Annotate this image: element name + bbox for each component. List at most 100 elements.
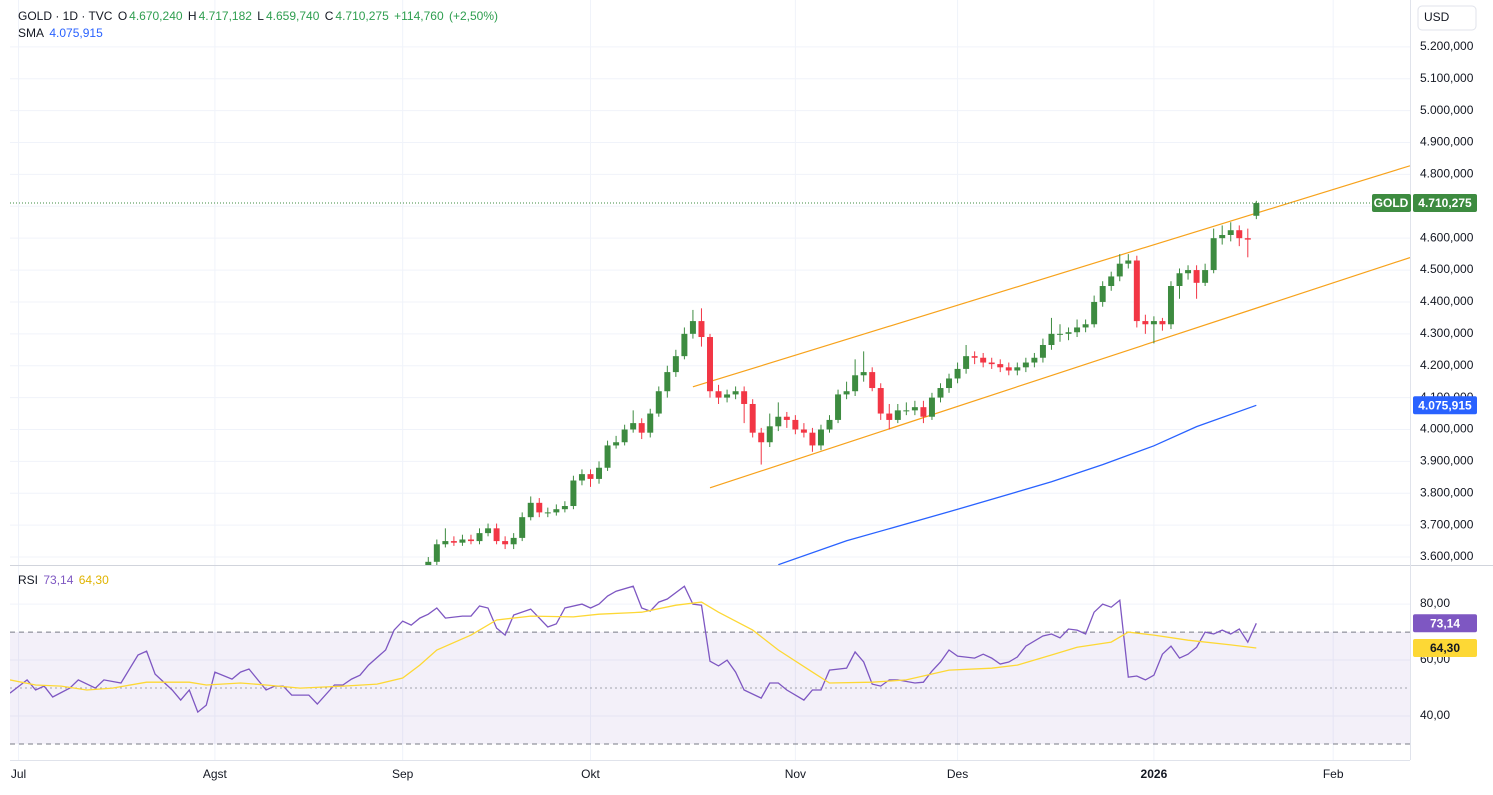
currency: USD <box>1424 10 1450 24</box>
x-tick-label: Nov <box>785 767 806 781</box>
sma-value: 4.075,915 <box>49 26 103 40</box>
y-tick-label: 80,00 <box>1420 596 1450 610</box>
candle-body <box>783 416 790 420</box>
candle-body <box>1039 344 1046 358</box>
y-tick-label: 4.800,000 <box>1420 167 1474 181</box>
candle-body <box>749 403 756 433</box>
candle-body <box>792 419 799 430</box>
candle-body <box>485 528 492 534</box>
candle-body <box>963 356 970 369</box>
candle-body <box>954 368 961 379</box>
series-line <box>778 404 1257 565</box>
candle-body <box>536 502 543 513</box>
candle-body <box>724 394 731 398</box>
price-tag-label: 4.710,275 <box>1418 196 1472 210</box>
candle-body <box>433 544 440 562</box>
candle-body <box>843 391 850 395</box>
ohlc-value: 4.710,275 <box>335 9 389 23</box>
price-tag <box>1413 614 1477 633</box>
x-tick-label: Sep <box>392 767 414 781</box>
candle-body <box>860 372 867 376</box>
candle-body <box>681 333 688 357</box>
candle-body <box>689 321 696 334</box>
candle-body <box>707 337 713 392</box>
series-line <box>10 585 1257 714</box>
candle-body <box>852 375 859 392</box>
candle-body <box>502 541 509 545</box>
candle-body <box>655 391 662 414</box>
rsi-ma-value: 64,30 <box>78 573 109 587</box>
candle-body <box>1236 230 1243 239</box>
candle-body <box>1193 270 1200 283</box>
candle-body <box>510 537 517 545</box>
candle-body <box>741 391 748 404</box>
candle-body <box>1057 333 1063 335</box>
candle-body <box>1031 357 1038 363</box>
candle-body <box>442 541 449 545</box>
x-tick-label: 2026 <box>1141 767 1168 781</box>
rsi-value: 73,14 <box>43 573 74 587</box>
candle-body <box>732 391 739 395</box>
candle-body <box>570 480 577 507</box>
y-tick-label: 4.300,000 <box>1420 326 1474 340</box>
candle-body <box>980 357 987 363</box>
candle-body <box>1108 276 1115 287</box>
candle-body <box>800 429 807 433</box>
candle-body <box>1074 327 1081 333</box>
candle-body <box>1133 260 1140 322</box>
price-tag <box>1413 194 1477 213</box>
candle-body <box>596 467 603 479</box>
currency-button[interactable] <box>1417 5 1477 31</box>
price-tag <box>1413 639 1477 658</box>
candle-body <box>886 413 893 420</box>
y-tick-label: 3.800,000 <box>1420 485 1474 499</box>
candle-body <box>817 429 824 446</box>
y-tick-label: 4.200,000 <box>1420 358 1474 372</box>
y-tick-label: 3.900,000 <box>1420 454 1474 468</box>
candle-body <box>835 394 842 420</box>
candle-body <box>988 362 995 365</box>
x-tick-label: Agst <box>203 767 228 781</box>
ohlc-letter: H <box>187 9 197 23</box>
candle-body <box>553 509 560 513</box>
y-tick-label: 3.700,000 <box>1420 517 1474 531</box>
candle-body <box>1014 367 1021 371</box>
candle-body <box>1159 321 1166 325</box>
candle-body <box>1142 321 1149 325</box>
rsi-name: RSI <box>18 573 39 587</box>
candle-body <box>946 378 953 389</box>
candle-body <box>971 356 978 358</box>
candle-body <box>928 397 935 417</box>
price-tag-name <box>1372 194 1411 213</box>
candle-body <box>826 419 833 430</box>
ohlc-value: 4.717,182 <box>198 9 252 23</box>
candle-body <box>621 429 628 443</box>
candle-body <box>425 561 432 565</box>
x-tick-label: Des <box>947 767 968 781</box>
y-tick-label: 4.400,000 <box>1420 294 1474 308</box>
candle-body <box>476 533 483 542</box>
y-tick-label: 5.200,000 <box>1420 39 1474 53</box>
candle-body <box>459 539 466 543</box>
candle-body <box>587 474 594 479</box>
candle-body <box>1227 230 1234 235</box>
candle-body <box>450 541 457 543</box>
ohlc-letter: O <box>117 9 128 23</box>
candle-body <box>766 426 773 443</box>
candle-body <box>920 407 927 417</box>
candle-body <box>613 442 620 446</box>
symbol: GOLD · 1D · TVC <box>18 9 113 23</box>
price-tag-label: 73,14 <box>1430 616 1460 630</box>
x-tick-label: Okt <box>581 767 600 781</box>
candle-body <box>1048 333 1055 345</box>
series-line <box>10 601 1257 691</box>
candle-body <box>1167 286 1174 325</box>
candle-body <box>578 474 585 481</box>
y-tick-label: 5.000,000 <box>1420 103 1474 117</box>
rsi-legend: RSI 73,14 64,30 <box>18 573 111 587</box>
candle-body <box>519 517 526 538</box>
candle-body <box>1125 260 1132 264</box>
candle-body <box>877 388 884 414</box>
ohlc-letter: L <box>257 9 264 23</box>
